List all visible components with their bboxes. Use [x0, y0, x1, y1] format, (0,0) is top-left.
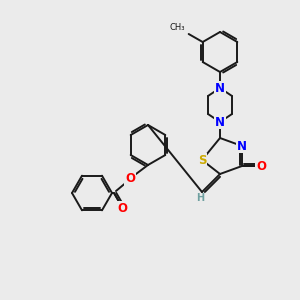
Text: O: O: [125, 172, 135, 185]
Text: N: N: [237, 140, 247, 152]
Text: H: H: [196, 193, 204, 203]
Text: N: N: [215, 116, 225, 128]
Text: O: O: [256, 160, 266, 172]
Text: N: N: [215, 82, 225, 94]
Text: CH₃: CH₃: [169, 23, 185, 32]
Text: O: O: [117, 202, 127, 214]
Text: S: S: [198, 154, 206, 166]
